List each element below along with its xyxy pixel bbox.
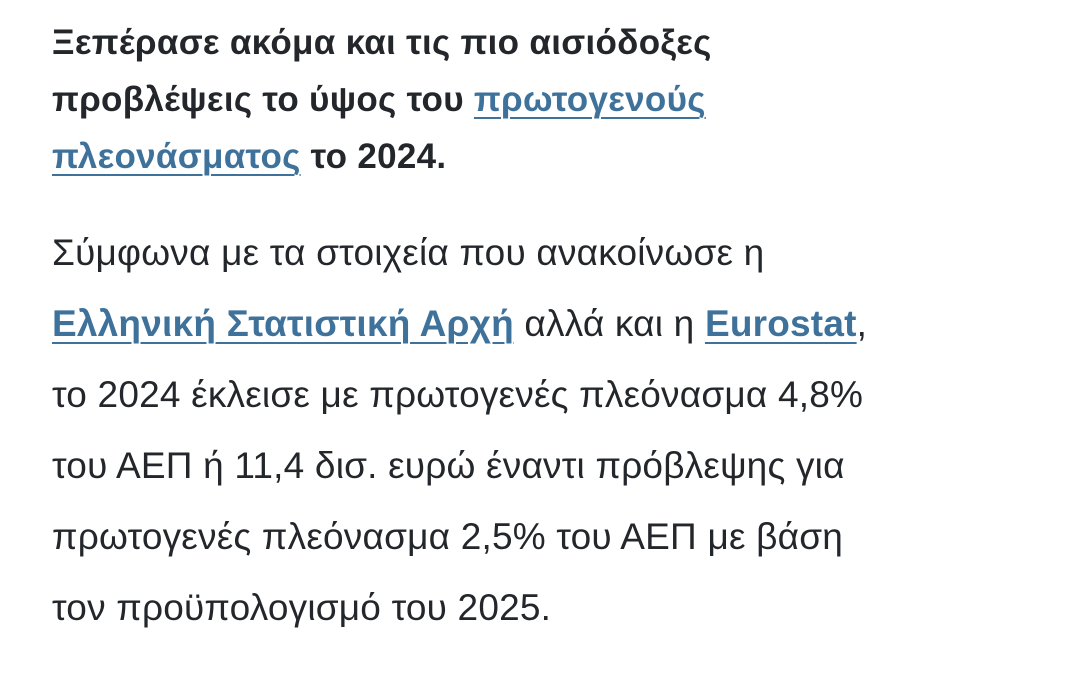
article-excerpt: Ξεπέρασε ακόμα και τις πιο αισιόδοξες πρ…	[52, 14, 867, 643]
link-text[interactable]: πρωτογενούς	[473, 80, 706, 119]
headline: Ξεπέρασε ακόμα και τις πιο αισιόδοξες πρ…	[52, 14, 867, 185]
paragraph-text: πρωτογενές πλεόνασμα 2,5% του ΑΕΠ με βάσ…	[52, 516, 844, 557]
headline-text: το 2024.	[300, 137, 447, 176]
eurostat-link[interactable]: Eurostat	[704, 303, 857, 344]
elstat-link[interactable]: Ελληνική Στατιστική Αρχή	[52, 303, 514, 344]
body-paragraph: Σύμφωνα με τα στοιχεία που ανακοίνωσε η …	[52, 217, 867, 643]
paragraph-text: ,	[856, 303, 868, 344]
primary-surplus-link[interactable]: πρωτογενούς πλεονάσματος	[52, 80, 706, 176]
paragraph-text: το 2024 έκλεισε με πρωτογενές πλεόνασμα …	[52, 374, 864, 415]
paragraph-text: τον προϋπολογισμό του 2025.	[52, 587, 552, 628]
link-text[interactable]: πλεονάσματος	[52, 137, 301, 176]
paragraph-text: αλλά και η	[513, 303, 705, 344]
headline-text: προβλέψεις το ύψος του	[52, 80, 474, 119]
paragraph-text: του ΑΕΠ ή 11,4 δισ. ευρώ έναντι πρόβλεψη…	[52, 445, 845, 486]
paragraph-text: Σύμφωνα με τα στοιχεία που ανακοίνωσε η	[52, 232, 765, 273]
headline-text: Ξεπέρασε ακόμα και τις πιο αισιόδοξες	[52, 23, 712, 62]
